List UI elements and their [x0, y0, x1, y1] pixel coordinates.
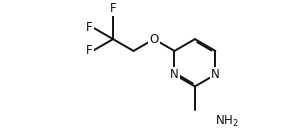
- Text: F: F: [110, 3, 116, 15]
- Text: NH$_2$: NH$_2$: [215, 114, 239, 129]
- Text: F: F: [86, 21, 93, 34]
- Text: F: F: [86, 44, 93, 57]
- Text: N: N: [211, 68, 220, 81]
- Text: N: N: [170, 68, 179, 81]
- Text: O: O: [149, 33, 159, 46]
